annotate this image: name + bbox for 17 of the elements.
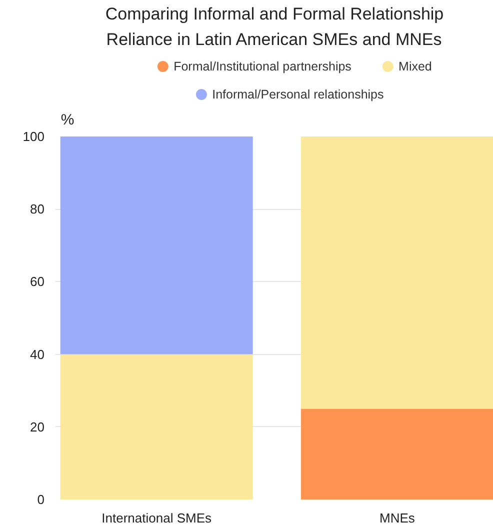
x-tick-label: International SMEs xyxy=(102,510,212,526)
bar xyxy=(60,354,253,500)
x-tick-label: MNEs xyxy=(380,510,416,526)
y-axis-title: % xyxy=(60,112,74,128)
bar xyxy=(300,136,493,409)
y-tick-label: 40 xyxy=(30,346,45,362)
legend-label: Informal/Personal relationships xyxy=(212,88,384,102)
bar xyxy=(60,136,253,354)
y-tick-label: 60 xyxy=(30,274,45,290)
bar xyxy=(300,408,493,500)
chart-title: Comparing Informal and Formal Relationship Reliance in Latin American SMEs and MNEs xyxy=(105,4,444,50)
legend-label: Mixed xyxy=(398,60,432,74)
legend-label: Formal/Institutional partnerships xyxy=(174,60,352,74)
y-tick-label: 80 xyxy=(30,202,45,217)
y-tick-label: 0 xyxy=(37,492,45,507)
y-tick-label: 100 xyxy=(22,129,45,144)
y-tick-label: 20 xyxy=(30,419,45,434)
